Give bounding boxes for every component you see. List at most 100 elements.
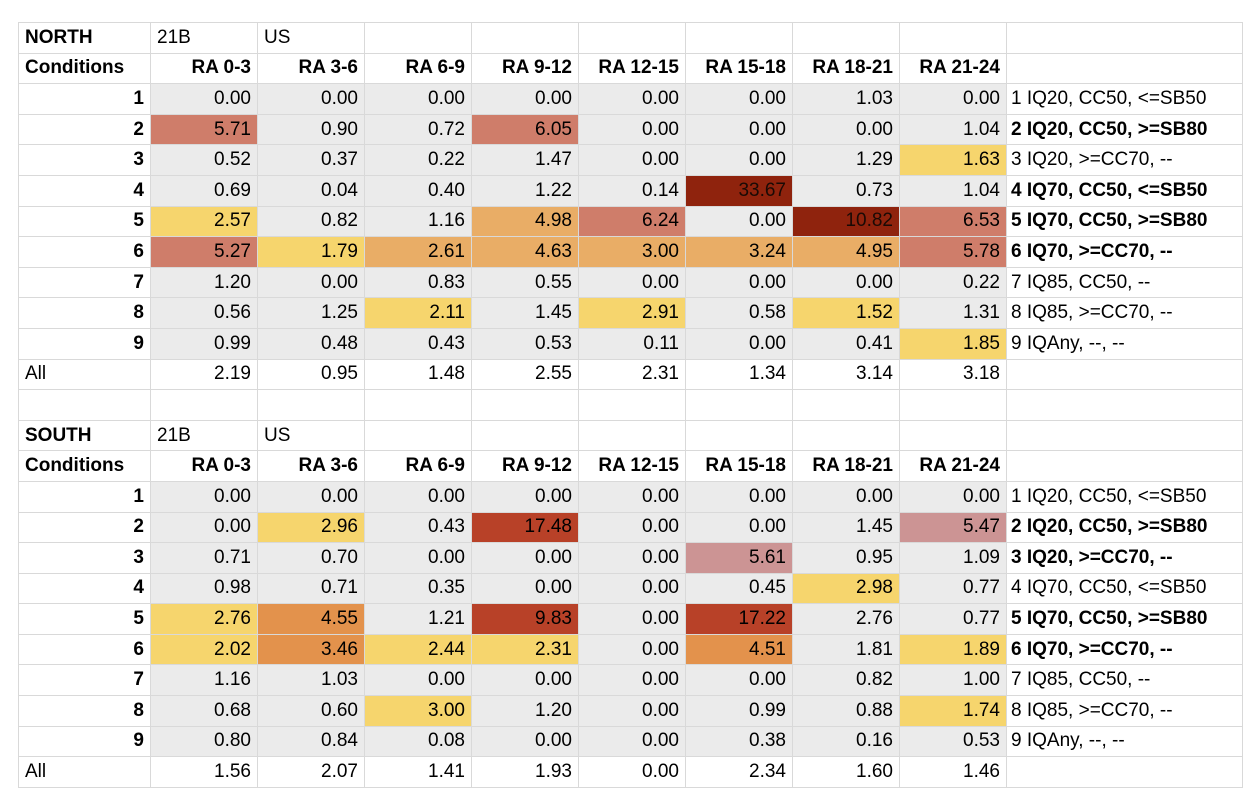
- value-cell[interactable]: 2.98: [792, 572, 900, 605]
- value-cell[interactable]: 0.70: [257, 542, 365, 574]
- value-cell[interactable]: 0.00: [792, 480, 900, 513]
- value-cell[interactable]: 2.61: [364, 236, 472, 268]
- empty-cell[interactable]: [792, 22, 900, 54]
- all-value-cell[interactable]: 3.18: [899, 358, 1007, 391]
- condition-number[interactable]: 3: [18, 144, 151, 176]
- all-value-cell[interactable]: 1.34: [685, 358, 793, 391]
- value-cell[interactable]: 3.00: [578, 236, 686, 268]
- column-header[interactable]: RA 21-24: [899, 450, 1007, 482]
- condition-note[interactable]: 8 IQ85, >=CC70, --: [1006, 297, 1243, 329]
- value-cell[interactable]: 0.00: [364, 664, 472, 697]
- value-cell[interactable]: 1.04: [899, 174, 1007, 207]
- all-value-cell[interactable]: 2.55: [471, 358, 579, 391]
- condition-number[interactable]: 8: [18, 297, 151, 329]
- column-header[interactable]: RA 6-9: [364, 450, 472, 482]
- empty-cell[interactable]: [792, 389, 900, 421]
- value-cell[interactable]: 6.53: [899, 205, 1007, 238]
- value-cell[interactable]: 0.71: [257, 572, 365, 605]
- value-cell[interactable]: 0.73: [792, 174, 900, 207]
- value-cell[interactable]: 1.09: [899, 542, 1007, 574]
- value-cell[interactable]: 0.08: [364, 725, 472, 758]
- value-cell[interactable]: 2.76: [792, 603, 900, 635]
- region-label[interactable]: SOUTH: [18, 419, 151, 452]
- value-cell[interactable]: 0.82: [792, 664, 900, 697]
- value-cell[interactable]: 17.22: [685, 603, 793, 635]
- value-cell[interactable]: 3.24: [685, 236, 793, 268]
- value-cell[interactable]: 5.61: [685, 542, 793, 574]
- value-cell[interactable]: 0.48: [257, 327, 365, 360]
- value-cell[interactable]: 0.00: [471, 572, 579, 605]
- value-cell[interactable]: 1.03: [257, 664, 365, 697]
- value-cell[interactable]: 0.00: [685, 327, 793, 360]
- value-cell[interactable]: 0.84: [257, 725, 365, 758]
- value-cell[interactable]: 1.74: [899, 695, 1007, 727]
- empty-cell[interactable]: [471, 419, 579, 452]
- value-cell[interactable]: 0.53: [899, 725, 1007, 758]
- empty-cell[interactable]: [899, 419, 1007, 452]
- all-value-cell[interactable]: 1.56: [150, 756, 258, 788]
- value-cell[interactable]: 9.83: [471, 603, 579, 635]
- condition-note[interactable]: 6 IQ70, >=CC70, --: [1006, 236, 1243, 268]
- value-cell[interactable]: 0.77: [899, 603, 1007, 635]
- region-country[interactable]: US: [257, 22, 365, 54]
- value-cell[interactable]: 0.53: [471, 327, 579, 360]
- empty-cell[interactable]: [471, 22, 579, 54]
- value-cell[interactable]: 1.63: [899, 144, 1007, 176]
- empty-cell[interactable]: [364, 389, 472, 421]
- value-cell[interactable]: 2.11: [364, 297, 472, 329]
- column-header[interactable]: RA 0-3: [150, 450, 258, 482]
- value-cell[interactable]: 0.00: [364, 83, 472, 115]
- value-cell[interactable]: 2.31: [471, 633, 579, 666]
- value-cell[interactable]: 0.88: [792, 695, 900, 727]
- value-cell[interactable]: 0.11: [578, 327, 686, 360]
- value-cell[interactable]: 0.00: [578, 511, 686, 544]
- value-cell[interactable]: 0.38: [685, 725, 793, 758]
- value-cell[interactable]: 5.78: [899, 236, 1007, 268]
- value-cell[interactable]: 0.14: [578, 174, 686, 207]
- region-label[interactable]: NORTH: [18, 22, 151, 54]
- value-cell[interactable]: 0.00: [578, 603, 686, 635]
- value-cell[interactable]: 0.00: [578, 144, 686, 176]
- condition-note[interactable]: 5 IQ70, CC50, >=SB80: [1006, 205, 1243, 238]
- value-cell[interactable]: 0.00: [471, 480, 579, 513]
- empty-cell[interactable]: [685, 389, 793, 421]
- all-label[interactable]: All: [18, 756, 151, 788]
- value-cell[interactable]: 0.00: [685, 144, 793, 176]
- value-cell[interactable]: 1.81: [792, 633, 900, 666]
- value-cell[interactable]: 5.71: [150, 113, 258, 146]
- value-cell[interactable]: 17.48: [471, 511, 579, 544]
- empty-cell[interactable]: [18, 389, 151, 421]
- empty-cell[interactable]: [364, 419, 472, 452]
- empty-cell[interactable]: [1006, 389, 1243, 421]
- value-cell[interactable]: 0.00: [578, 572, 686, 605]
- value-cell[interactable]: 2.91: [578, 297, 686, 329]
- all-value-cell[interactable]: 0.00: [578, 756, 686, 788]
- value-cell[interactable]: 1.29: [792, 144, 900, 176]
- value-cell[interactable]: 0.40: [364, 174, 472, 207]
- column-header[interactable]: RA 21-24: [899, 52, 1007, 85]
- value-cell[interactable]: 6.05: [471, 113, 579, 146]
- condition-number[interactable]: 1: [18, 480, 151, 513]
- condition-note[interactable]: 9 IQAny, --, --: [1006, 327, 1243, 360]
- condition-note[interactable]: 3 IQ20, >=CC70, --: [1006, 542, 1243, 574]
- value-cell[interactable]: 0.58: [685, 297, 793, 329]
- value-cell[interactable]: 0.00: [150, 511, 258, 544]
- value-cell[interactable]: 0.04: [257, 174, 365, 207]
- value-cell[interactable]: 0.71: [150, 542, 258, 574]
- value-cell[interactable]: 0.00: [578, 664, 686, 697]
- value-cell[interactable]: 0.43: [364, 327, 472, 360]
- empty-cell[interactable]: [1006, 419, 1243, 452]
- value-cell[interactable]: 0.72: [364, 113, 472, 146]
- value-cell[interactable]: 5.47: [899, 511, 1007, 544]
- condition-note[interactable]: 4 IQ70, CC50, <=SB50: [1006, 572, 1243, 605]
- value-cell[interactable]: 1.45: [792, 511, 900, 544]
- condition-number[interactable]: 2: [18, 511, 151, 544]
- value-cell[interactable]: 1.45: [471, 297, 579, 329]
- value-cell[interactable]: 4.95: [792, 236, 900, 268]
- value-cell[interactable]: 4.63: [471, 236, 579, 268]
- value-cell[interactable]: 3.00: [364, 695, 472, 727]
- value-cell[interactable]: 1.85: [899, 327, 1007, 360]
- all-value-cell[interactable]: 3.14: [792, 358, 900, 391]
- empty-cell[interactable]: [1006, 450, 1243, 482]
- all-value-cell[interactable]: 0.95: [257, 358, 365, 391]
